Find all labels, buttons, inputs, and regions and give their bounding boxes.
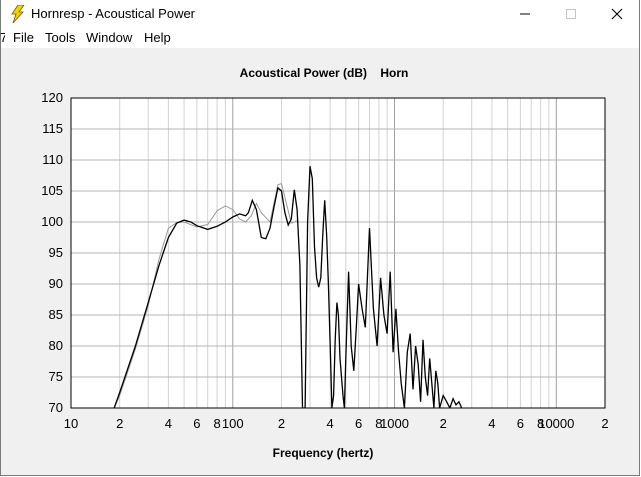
title-bar[interactable]: Hornresp - Acoustical Power bbox=[1, 0, 639, 28]
x-tick-label: 100 bbox=[222, 416, 244, 431]
x-tick-label: 8 bbox=[375, 416, 382, 431]
x-tick-label: 1000 bbox=[380, 416, 409, 431]
menu-help[interactable]: Help bbox=[144, 30, 171, 45]
plot-frame bbox=[70, 97, 606, 409]
y-tick-label: 115 bbox=[42, 121, 63, 136]
menu-window[interactable]: Window bbox=[86, 30, 133, 45]
window-title: Hornresp - Acoustical Power bbox=[31, 6, 196, 21]
x-tick-label: 10000 bbox=[538, 416, 574, 431]
x-tick-label: 2 bbox=[440, 416, 447, 431]
y-tick-label: 85 bbox=[49, 307, 63, 322]
y-tick-label: 120 bbox=[41, 90, 63, 105]
y-tick-label: 110 bbox=[42, 152, 63, 167]
background-window-glyph: 7 bbox=[0, 30, 5, 45]
x-axis-label: Frequency (hertz) bbox=[273, 446, 374, 460]
menu-tools[interactable]: Tools bbox=[45, 30, 76, 45]
series-line bbox=[113, 166, 463, 408]
x-tick-label: 8 bbox=[537, 416, 544, 431]
menu-bar: File Tools Window Help bbox=[1, 28, 639, 48]
maximize-icon bbox=[566, 9, 576, 19]
x-tick-label: 6 bbox=[193, 416, 200, 431]
x-tick-label: 2 bbox=[116, 416, 123, 431]
y-tick-label: 90 bbox=[49, 276, 63, 291]
x-tick-label: 8 bbox=[213, 416, 220, 431]
series-line bbox=[113, 182, 298, 408]
x-tick-label: 6 bbox=[517, 416, 524, 431]
maximize-button[interactable] bbox=[548, 0, 594, 28]
y-tick-label: 80 bbox=[49, 338, 63, 353]
x-tick-label: 10 bbox=[64, 416, 78, 431]
x-tick-label: 4 bbox=[488, 416, 495, 431]
lightning-bolt-icon bbox=[11, 5, 25, 23]
x-tick-label: 4 bbox=[327, 416, 334, 431]
x-tick-label: 4 bbox=[165, 416, 172, 431]
y-tick-label: 100 bbox=[41, 214, 63, 229]
close-button[interactable] bbox=[594, 0, 640, 28]
menu-file[interactable]: File bbox=[13, 30, 34, 45]
chart-panel: 70 75 80 85 90 95 100 105 110 115 120 10 2 4 6 8 100 2 4 6 8… bbox=[7, 48, 635, 475]
y-tick-label: 75 bbox=[49, 369, 63, 384]
chart-title: Acoustical Power (dB) Horn bbox=[240, 66, 409, 80]
y-tick-label: 95 bbox=[49, 245, 63, 260]
y-tick-label: 70 bbox=[49, 400, 63, 415]
x-tick-label: 2 bbox=[278, 416, 285, 431]
x-tick-label: 2 bbox=[601, 416, 608, 431]
minimize-button[interactable] bbox=[502, 0, 548, 28]
close-icon bbox=[611, 8, 623, 20]
y-tick-label: 105 bbox=[41, 183, 63, 198]
x-tick-label: 6 bbox=[355, 416, 362, 431]
minimize-icon bbox=[520, 13, 530, 15]
